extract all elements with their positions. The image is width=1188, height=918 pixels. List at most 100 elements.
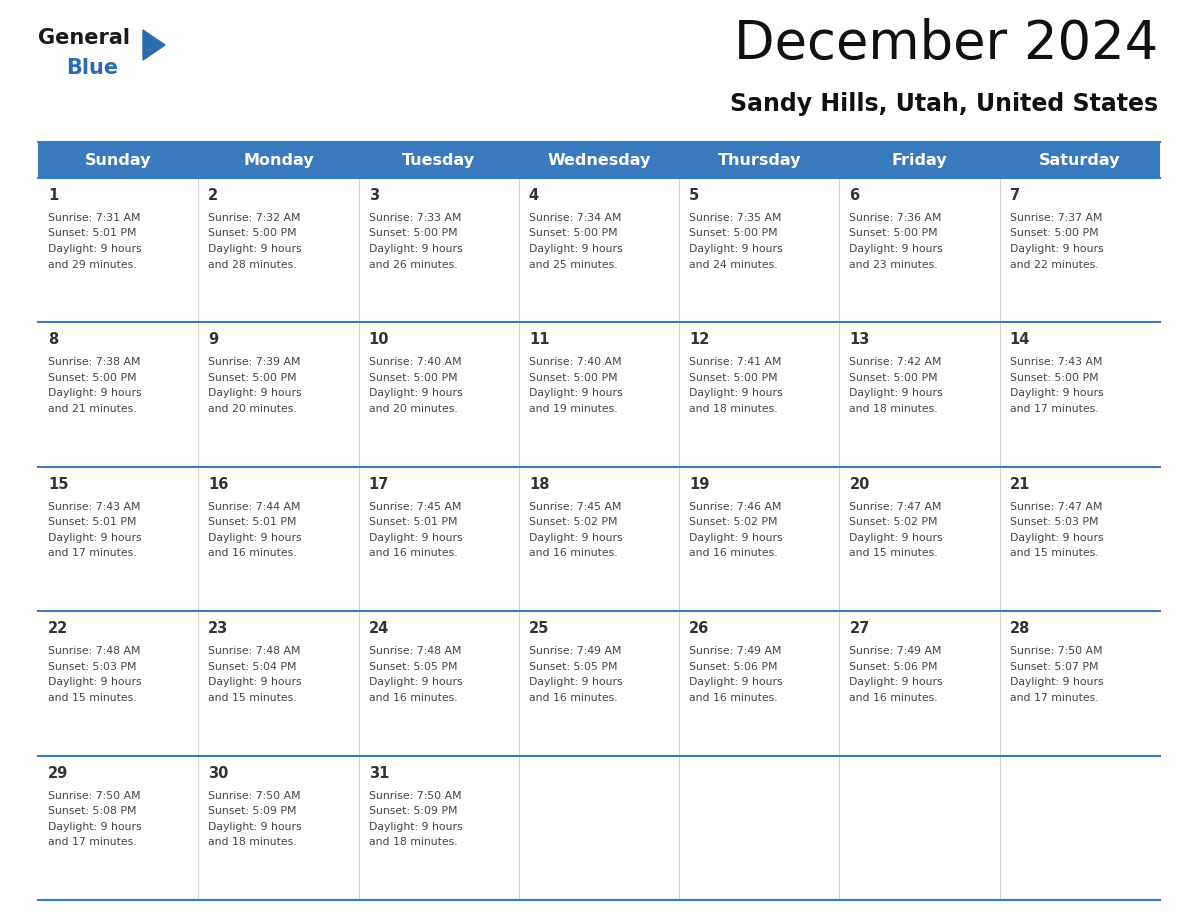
Text: and 18 minutes.: and 18 minutes. [849, 404, 939, 414]
Text: Daylight: 9 hours: Daylight: 9 hours [689, 244, 783, 254]
Text: Daylight: 9 hours: Daylight: 9 hours [48, 677, 141, 688]
Text: Sunset: 5:00 PM: Sunset: 5:00 PM [1010, 229, 1099, 239]
Text: Sunrise: 7:48 AM: Sunrise: 7:48 AM [48, 646, 140, 656]
Text: Sunset: 5:05 PM: Sunset: 5:05 PM [368, 662, 457, 672]
Text: Sunset: 5:01 PM: Sunset: 5:01 PM [208, 518, 297, 527]
Text: and 29 minutes.: and 29 minutes. [48, 260, 137, 270]
Text: Sunrise: 7:43 AM: Sunrise: 7:43 AM [48, 502, 140, 512]
Text: Sunrise: 7:34 AM: Sunrise: 7:34 AM [529, 213, 621, 223]
Text: and 15 minutes.: and 15 minutes. [1010, 548, 1099, 558]
Text: Daylight: 9 hours: Daylight: 9 hours [849, 532, 943, 543]
Text: Daylight: 9 hours: Daylight: 9 hours [208, 244, 302, 254]
Text: Daylight: 9 hours: Daylight: 9 hours [689, 388, 783, 398]
Text: Sunset: 5:05 PM: Sunset: 5:05 PM [529, 662, 618, 672]
Text: Sunrise: 7:38 AM: Sunrise: 7:38 AM [48, 357, 140, 367]
Text: and 18 minutes.: and 18 minutes. [689, 404, 778, 414]
Text: and 18 minutes.: and 18 minutes. [368, 837, 457, 847]
Text: 7: 7 [1010, 188, 1019, 203]
Text: and 18 minutes.: and 18 minutes. [208, 837, 297, 847]
Bar [38, 611, 1159, 756]
Text: Sunset: 5:04 PM: Sunset: 5:04 PM [208, 662, 297, 672]
Text: Sunrise: 7:49 AM: Sunrise: 7:49 AM [529, 646, 621, 656]
Text: General: General [38, 28, 129, 48]
Text: Sunrise: 7:33 AM: Sunrise: 7:33 AM [368, 213, 461, 223]
Bar [38, 466, 1159, 611]
Text: and 26 minutes.: and 26 minutes. [368, 260, 457, 270]
Text: Sunrise: 7:40 AM: Sunrise: 7:40 AM [368, 357, 461, 367]
Text: Sunset: 5:01 PM: Sunset: 5:01 PM [368, 518, 457, 527]
Text: Sunset: 5:00 PM: Sunset: 5:00 PM [48, 373, 137, 383]
Text: Sunset: 5:00 PM: Sunset: 5:00 PM [1010, 373, 1099, 383]
Text: Sunset: 5:00 PM: Sunset: 5:00 PM [689, 373, 778, 383]
Text: Sunrise: 7:45 AM: Sunrise: 7:45 AM [529, 502, 621, 512]
Text: Daylight: 9 hours: Daylight: 9 hours [1010, 244, 1104, 254]
Text: Sunrise: 7:49 AM: Sunrise: 7:49 AM [849, 646, 942, 656]
Text: and 16 minutes.: and 16 minutes. [368, 693, 457, 702]
Text: Sandy Hills, Utah, United States: Sandy Hills, Utah, United States [729, 92, 1158, 116]
Text: Blue: Blue [67, 58, 118, 78]
Text: Sunrise: 7:43 AM: Sunrise: 7:43 AM [1010, 357, 1102, 367]
Text: Sunset: 5:09 PM: Sunset: 5:09 PM [208, 806, 297, 816]
Text: Daylight: 9 hours: Daylight: 9 hours [1010, 388, 1104, 398]
Text: Daylight: 9 hours: Daylight: 9 hours [529, 388, 623, 398]
Text: Sunset: 5:00 PM: Sunset: 5:00 PM [849, 229, 939, 239]
Text: Sunrise: 7:37 AM: Sunrise: 7:37 AM [1010, 213, 1102, 223]
Text: Sunset: 5:03 PM: Sunset: 5:03 PM [1010, 518, 1098, 527]
Text: Daylight: 9 hours: Daylight: 9 hours [48, 388, 141, 398]
Text: Sunset: 5:07 PM: Sunset: 5:07 PM [1010, 662, 1098, 672]
Text: Sunrise: 7:42 AM: Sunrise: 7:42 AM [849, 357, 942, 367]
Text: Daylight: 9 hours: Daylight: 9 hours [849, 388, 943, 398]
Text: and 20 minutes.: and 20 minutes. [208, 404, 297, 414]
Text: Daylight: 9 hours: Daylight: 9 hours [48, 532, 141, 543]
Text: Sunset: 5:00 PM: Sunset: 5:00 PM [208, 373, 297, 383]
Text: Daylight: 9 hours: Daylight: 9 hours [1010, 677, 1104, 688]
Text: Sunset: 5:08 PM: Sunset: 5:08 PM [48, 806, 137, 816]
Text: 12: 12 [689, 332, 709, 347]
Text: Sunrise: 7:47 AM: Sunrise: 7:47 AM [849, 502, 942, 512]
Text: Daylight: 9 hours: Daylight: 9 hours [208, 388, 302, 398]
Text: Sunset: 5:02 PM: Sunset: 5:02 PM [529, 518, 618, 527]
Text: Wednesday: Wednesday [548, 152, 651, 167]
Text: 13: 13 [849, 332, 870, 347]
Text: Sunset: 5:00 PM: Sunset: 5:00 PM [849, 373, 939, 383]
Text: December 2024: December 2024 [734, 18, 1158, 70]
Text: Daylight: 9 hours: Daylight: 9 hours [689, 532, 783, 543]
Text: Daylight: 9 hours: Daylight: 9 hours [208, 532, 302, 543]
Text: Daylight: 9 hours: Daylight: 9 hours [1010, 532, 1104, 543]
Text: Daylight: 9 hours: Daylight: 9 hours [368, 822, 462, 832]
Text: Friday: Friday [892, 152, 947, 167]
Text: 9: 9 [208, 332, 219, 347]
Text: Sunrise: 7:50 AM: Sunrise: 7:50 AM [48, 790, 140, 800]
Polygon shape [143, 30, 165, 60]
Text: Sunrise: 7:31 AM: Sunrise: 7:31 AM [48, 213, 140, 223]
Text: 26: 26 [689, 621, 709, 636]
Text: and 16 minutes.: and 16 minutes. [849, 693, 939, 702]
Text: Sunset: 5:03 PM: Sunset: 5:03 PM [48, 662, 137, 672]
Text: and 17 minutes.: and 17 minutes. [1010, 404, 1099, 414]
Text: and 16 minutes.: and 16 minutes. [529, 548, 618, 558]
Text: Sunrise: 7:41 AM: Sunrise: 7:41 AM [689, 357, 782, 367]
Text: Sunrise: 7:39 AM: Sunrise: 7:39 AM [208, 357, 301, 367]
Text: Sunrise: 7:48 AM: Sunrise: 7:48 AM [208, 646, 301, 656]
Text: Sunrise: 7:35 AM: Sunrise: 7:35 AM [689, 213, 782, 223]
Text: Sunset: 5:00 PM: Sunset: 5:00 PM [529, 373, 618, 383]
Text: Sunset: 5:06 PM: Sunset: 5:06 PM [689, 662, 778, 672]
Bar [38, 322, 1159, 466]
Text: Daylight: 9 hours: Daylight: 9 hours [48, 822, 141, 832]
Text: 20: 20 [849, 476, 870, 492]
Text: Sunrise: 7:48 AM: Sunrise: 7:48 AM [368, 646, 461, 656]
Text: 21: 21 [1010, 476, 1030, 492]
Text: Sunset: 5:01 PM: Sunset: 5:01 PM [48, 518, 137, 527]
Text: 19: 19 [689, 476, 709, 492]
Text: Sunrise: 7:45 AM: Sunrise: 7:45 AM [368, 502, 461, 512]
Text: Sunset: 5:00 PM: Sunset: 5:00 PM [368, 373, 457, 383]
Text: Sunset: 5:02 PM: Sunset: 5:02 PM [849, 518, 939, 527]
Bar [38, 756, 1159, 900]
Text: Sunrise: 7:50 AM: Sunrise: 7:50 AM [208, 790, 301, 800]
Text: Sunrise: 7:47 AM: Sunrise: 7:47 AM [1010, 502, 1102, 512]
Text: and 16 minutes.: and 16 minutes. [689, 548, 778, 558]
Text: 14: 14 [1010, 332, 1030, 347]
Text: Sunrise: 7:44 AM: Sunrise: 7:44 AM [208, 502, 301, 512]
Text: and 23 minutes.: and 23 minutes. [849, 260, 939, 270]
Bar [38, 178, 1159, 322]
